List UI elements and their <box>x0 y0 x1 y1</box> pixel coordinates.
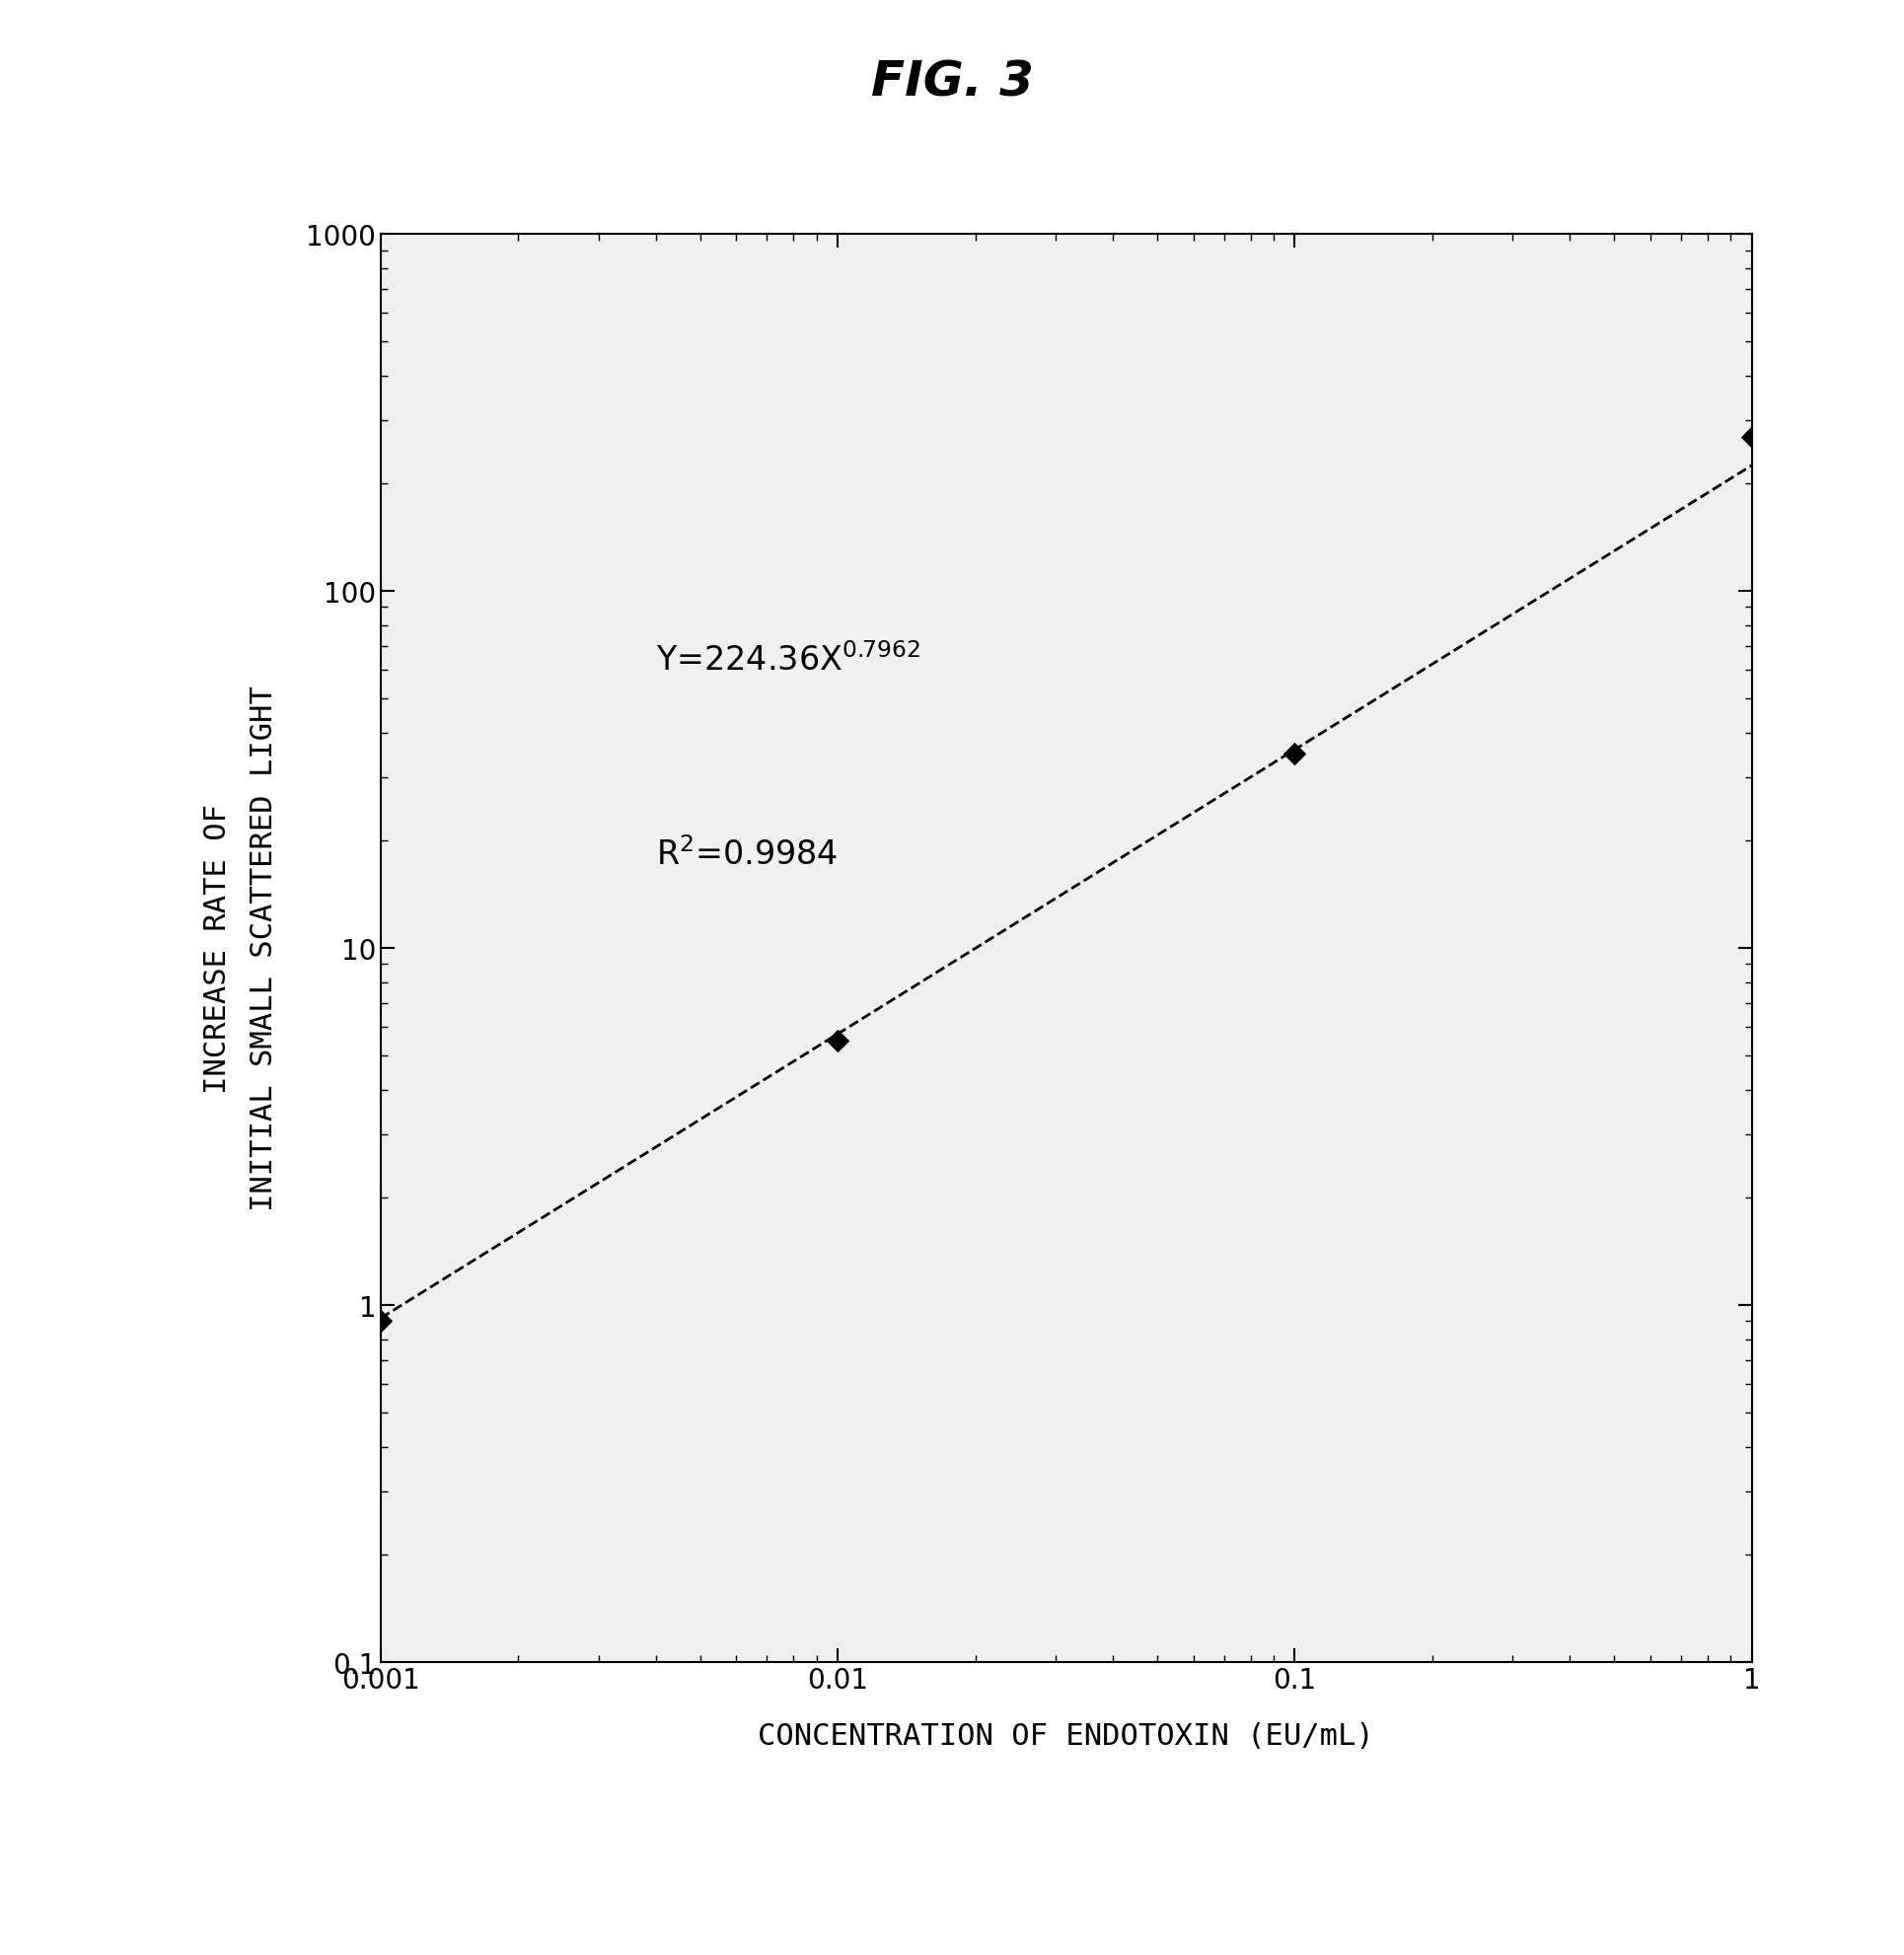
Point <box>366 1306 396 1337</box>
Point <box>1279 739 1310 770</box>
Point <box>1736 422 1767 454</box>
Point <box>823 1024 853 1056</box>
Text: Y=224.36X$^{0.7962}$: Y=224.36X$^{0.7962}$ <box>655 643 920 678</box>
Text: FIG. 3: FIG. 3 <box>870 59 1034 106</box>
Y-axis label: INCREASE RATE OF
INITIAL SMALL SCATTERED LIGHT: INCREASE RATE OF INITIAL SMALL SCATTERED… <box>204 686 278 1210</box>
Text: R$^{2}$=0.9984: R$^{2}$=0.9984 <box>655 837 838 872</box>
X-axis label: CONCENTRATION OF ENDOTOXIN (EU/mL): CONCENTRATION OF ENDOTOXIN (EU/mL) <box>758 1722 1375 1750</box>
